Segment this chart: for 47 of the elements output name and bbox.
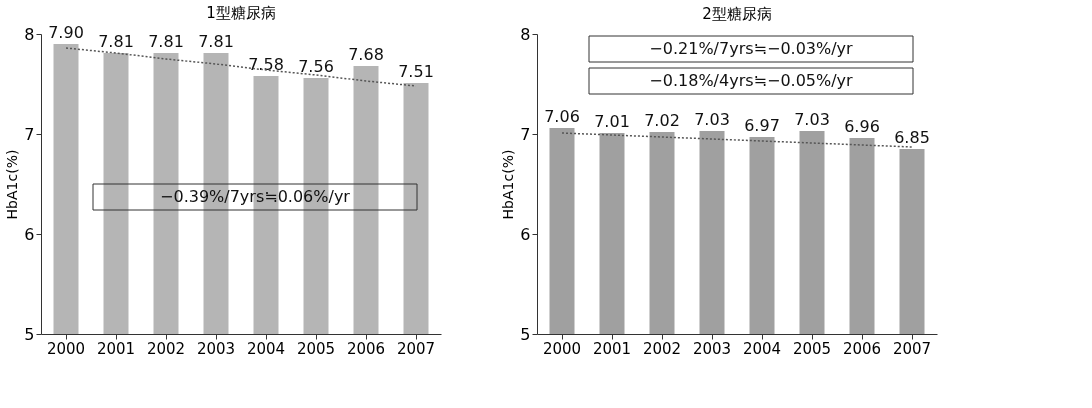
data-label: 7.51 — [398, 62, 434, 81]
data-label: 7.81 — [198, 32, 234, 51]
data-label: 7.81 — [98, 32, 134, 51]
data-label: 7.58 — [248, 55, 284, 74]
y-axis-title: HbA1c(%) — [500, 149, 517, 220]
data-label: 7.90 — [48, 23, 84, 42]
x-tick-label: 2002 — [146, 339, 186, 358]
x-tick-label: 2004 — [246, 339, 286, 358]
chart-title: 1型糖尿病 — [206, 4, 276, 22]
data-label: 7.81 — [148, 32, 184, 51]
data-label: 7.06 — [544, 107, 580, 126]
annotation: −0.21%/7yrs≒−0.03%/yr — [649, 39, 854, 58]
y-tick-label: 5 — [520, 324, 531, 344]
data-label: 7.03 — [794, 110, 830, 129]
x-tick-label: 2006 — [842, 339, 882, 358]
y-tick-label: 8 — [520, 24, 531, 44]
data-label: 6.96 — [844, 117, 880, 136]
data-label: 7.03 — [694, 110, 730, 129]
data-label: 7.68 — [348, 45, 384, 64]
y-tick-label: 7 — [24, 124, 35, 144]
data-label: 6.97 — [744, 116, 780, 135]
y-tick-label: 6 — [520, 224, 531, 244]
x-tick-label: 2001 — [96, 339, 136, 358]
y-tick-label: 5 — [24, 324, 35, 344]
x-tick-label: 2005 — [296, 339, 336, 358]
y-tick-label: 7 — [520, 124, 531, 144]
y-tick-label: 6 — [24, 224, 35, 244]
x-tick-label: 2003 — [196, 339, 236, 358]
x-tick-label: 2004 — [742, 339, 782, 358]
data-label: 7.02 — [644, 111, 680, 130]
x-tick-label: 2003 — [692, 339, 732, 358]
data-label: 7.56 — [298, 57, 334, 76]
x-tick-label: 2000 — [542, 339, 582, 358]
data-label: 7.01 — [594, 112, 630, 131]
x-tick-label: 2007 — [396, 339, 436, 358]
x-tick-label: 2000 — [46, 339, 86, 358]
annotation: −0.18%/4yrs≒−0.05%/yr — [649, 71, 854, 90]
annotation: −0.39%/7yrs≒0.06%/yr — [160, 187, 351, 206]
data-label: 6.85 — [894, 128, 930, 147]
x-tick-label: 2001 — [592, 339, 632, 358]
chart-title: 2型糖尿病 — [702, 5, 772, 23]
y-tick-label: 8 — [24, 24, 35, 44]
x-tick-label: 2006 — [346, 339, 386, 358]
x-tick-label: 2002 — [642, 339, 682, 358]
x-tick-label: 2007 — [892, 339, 932, 358]
y-axis-title: HbA1c(%) — [4, 149, 21, 220]
x-tick-label: 2005 — [792, 339, 832, 358]
